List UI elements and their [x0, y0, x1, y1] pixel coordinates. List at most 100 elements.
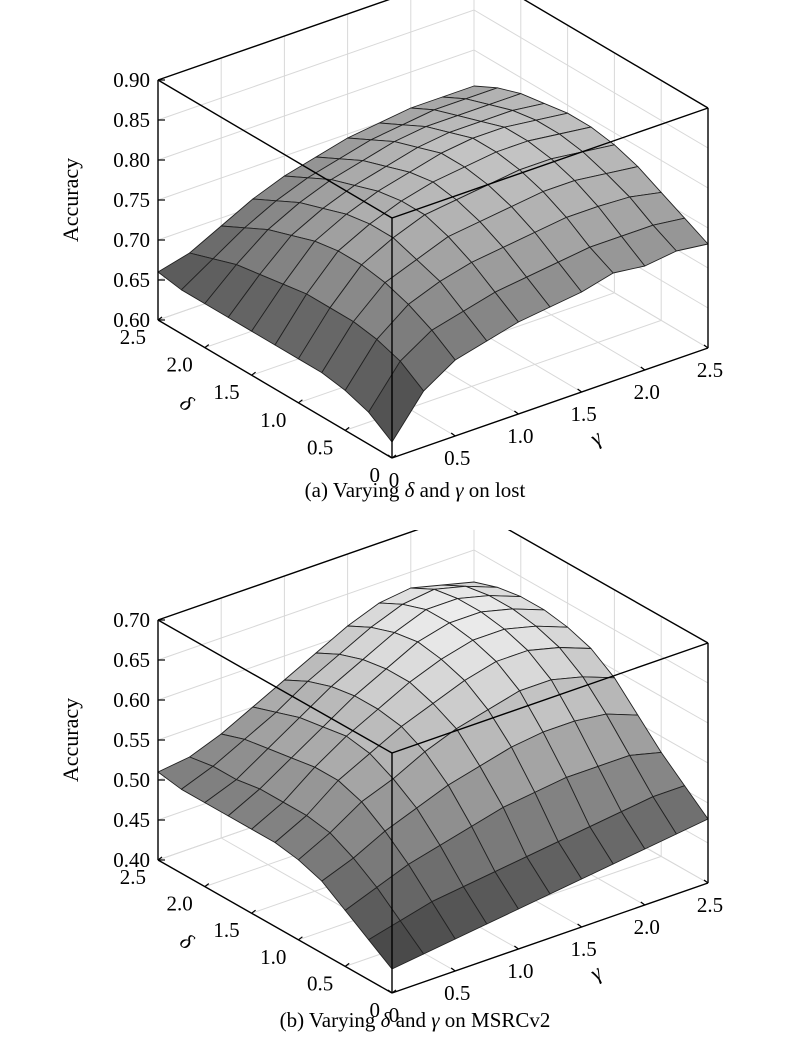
y-tick: [204, 883, 210, 888]
x-tick: [640, 366, 646, 371]
x-tick-label: 0.5: [444, 446, 470, 470]
box-edge: [391, 107, 709, 219]
z-tick-label: 0.65: [113, 648, 150, 672]
y-tick: [344, 962, 350, 967]
chart-panel-b: 0.40 0.45 0.50 0.55 0.60 0.65 0.70 Accuracy 0 0.5…: [0, 509, 800, 1043]
caption-symbol: δ: [381, 1008, 392, 1032]
box-edge: [523, 0, 709, 109]
caption-text: (b) Varying: [280, 1008, 381, 1032]
y-tick: [204, 344, 210, 349]
z-tick-label: 0.40: [113, 848, 150, 872]
box-edge: [157, 319, 393, 459]
x-tick: [703, 344, 709, 349]
x-axis: 0 0.5 1.0 1.5 2.0 2.5: [387, 879, 723, 1027]
x-tick-label: 2.0: [634, 915, 660, 939]
x-tick-label: 0.5: [444, 981, 470, 1005]
z-axis-label: Accuracy: [58, 698, 83, 782]
z-axis: 0.40 0.45 0.50 0.55 0.60 0.65 0.70: [113, 608, 165, 872]
box-edge: [391, 642, 709, 754]
y-tick-label: 1.0: [260, 408, 286, 432]
y-tick-label: 1.5: [213, 918, 239, 942]
x-tick-label: 0: [389, 468, 400, 492]
y-tick-label: 1.5: [213, 380, 239, 404]
y-tick-label: 1.0: [260, 945, 286, 969]
z-tick-label: 0.65: [113, 268, 150, 292]
y-tick-label: 0.5: [307, 435, 333, 459]
x-axis-label: γ: [585, 959, 608, 985]
chart-caption: (b) Varying δ and γ on MSRCv2: [280, 1008, 551, 1032]
chart-panel-a: 0.60 0.65 0.70 0.75 0.80 0.85 0.90 Accuracy 0 0.5…: [0, 0, 800, 520]
box-edge: [391, 882, 709, 994]
surface-patch: [368, 920, 425, 970]
caption-symbol: γ: [455, 478, 464, 502]
y-tick: [157, 856, 163, 861]
x-tick: [514, 945, 519, 950]
z-tick-label: 0.45: [113, 808, 150, 832]
caption-text: and: [390, 1008, 431, 1032]
surface: [157, 85, 709, 443]
z-tick-label: 0.50: [113, 768, 150, 792]
caption-symbol: γ: [431, 1008, 440, 1032]
y-tick: [251, 371, 256, 376]
box-edge: [473, 509, 709, 644]
x-tick-label: 0: [389, 1003, 400, 1027]
y-tick: [391, 454, 397, 459]
y-tick: [391, 989, 397, 994]
y-tick-label: 0: [370, 998, 381, 1022]
box-edge: [157, 79, 393, 219]
chart-caption: (a) Varying δ and γ on lost: [305, 478, 526, 502]
x-tick-label: 2.5: [697, 893, 723, 917]
x-tick-label: 2.5: [697, 358, 723, 382]
y-tick-label: 2.0: [167, 892, 193, 916]
y-tick: [298, 936, 303, 941]
x-tick-label: 1.0: [507, 959, 533, 983]
y-tick: [157, 316, 163, 321]
x-tick-label: 1.5: [570, 402, 596, 426]
box-edge: [157, 619, 393, 754]
z-axis-label: Accuracy: [58, 158, 83, 242]
y-tick-label: 2.5: [120, 865, 146, 889]
y-axis: 0 0.5 1.0 1.5 2.0 2.5: [120, 856, 397, 1022]
caption-text: on lost: [463, 478, 525, 502]
bounding-box: [157, 0, 709, 459]
caption-text: (a) Varying: [305, 478, 405, 502]
z-tick-label: 0.90: [113, 68, 150, 92]
y-tick: [344, 426, 350, 431]
y-tick-label: 2.5: [120, 325, 146, 349]
z-tick-label: 0.70: [113, 228, 150, 252]
z-tick-label: 0.75: [113, 188, 150, 212]
y-axis-label: δ: [176, 928, 199, 955]
box-edge: [391, 347, 709, 459]
z-tick-label: 0.60: [113, 308, 150, 332]
z-tick-label: 0.85: [113, 108, 150, 132]
box-edge: [157, 0, 390, 81]
x-tick: [640, 901, 646, 906]
z-tick-label: 0.80: [113, 148, 150, 172]
x-tick: [387, 989, 393, 994]
surface: [157, 581, 709, 970]
surface-patch: [368, 360, 425, 443]
y-tick: [251, 909, 256, 914]
x-tick-label: 2.0: [634, 380, 660, 404]
x-axis-label: γ: [585, 424, 608, 450]
y-tick-label: 0: [370, 463, 381, 487]
x-axis: 0 0.5 1.0 1.5 2.0 2.5: [387, 344, 723, 492]
box-edge: [157, 859, 393, 994]
surface-chart-a: 0.60 0.65 0.70 0.75 0.80 0.85 0.90 Accuracy 0 0.5…: [58, 0, 723, 502]
z-tick-label: 0.55: [113, 728, 150, 752]
surface-chart-b: 0.400.450.500.550.600.650.70Accuracy00.5…: [58, 509, 723, 1032]
x-tick: [450, 432, 456, 437]
z-axis: 0.60 0.65 0.70 0.75 0.80 0.85 0.90: [113, 68, 165, 332]
caption-text: on MSRCv2: [440, 1008, 551, 1032]
x-tick: [450, 967, 456, 972]
x-tick-label: 1.0: [507, 424, 533, 448]
caption-text: and: [414, 478, 455, 502]
y-tick-label: 0.5: [307, 971, 333, 995]
x-tick: [387, 454, 393, 459]
x-tick: [577, 923, 582, 928]
x-tick-label: 1.5: [570, 937, 596, 961]
z-tick-label: 0.60: [113, 688, 150, 712]
x-tick: [577, 388, 582, 393]
y-axis: 0 0.5 1.0 1.5 2.0 2.5: [120, 316, 397, 487]
x-tick: [514, 410, 519, 415]
